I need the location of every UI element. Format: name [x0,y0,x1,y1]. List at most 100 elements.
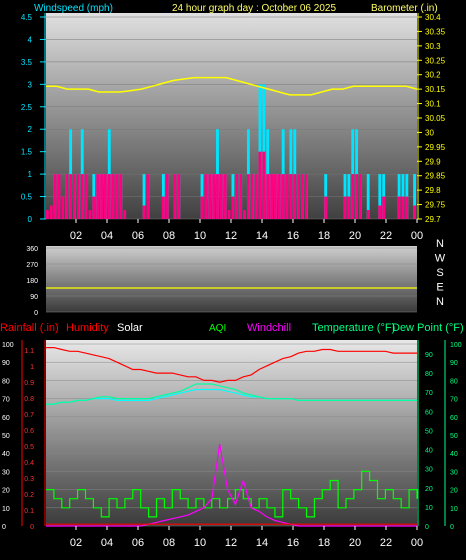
dewpoint-tick-label: 0 [450,524,454,531]
x-tick-label: 06 [132,537,144,549]
gust-bar [46,210,49,219]
dewpoint-tick-label: 90 [450,360,458,367]
legend-solar: Solar [117,322,143,334]
wind-tick-label: 1 [28,170,33,179]
windspeed-bar [262,84,266,219]
rainfall-pct-tick-label: 100 [2,342,14,349]
rainfall-pct-tick-label: 80 [2,378,10,385]
rainfall-tick-label: 0.9 [24,380,34,387]
x-tick-label: 08 [163,230,175,242]
compass-label: S [436,267,443,279]
legend-dewpoint: Dew Point (°F) [392,322,464,334]
temperature-tick-label: 0 [425,524,429,531]
gust-bar [324,196,328,219]
gust-bar [293,174,297,219]
gust-bar [111,174,115,219]
windspeed-axis-label: Windspeed (mph) [34,3,113,14]
legend-aqi: AQI [209,323,226,334]
windspeed-bar [366,174,370,219]
compass-label: N [436,238,444,250]
gust-bar [173,174,177,219]
barometer-tick-label: 30.25 [425,56,446,65]
temperature-tick-label: 50 [425,428,433,435]
rainfall-pct-tick-label: 0 [2,524,6,531]
gust-bar [239,174,243,219]
wind-tick-label: 4.5 [21,13,33,22]
gust-bar [84,174,88,219]
wind-tick-label: 4 [28,35,33,44]
gust-bar [96,174,100,219]
wind-tick-label: 3.5 [21,58,33,67]
dewpoint-tick-label: 20 [450,488,458,495]
dewpoint-tick-label: 10 [450,506,458,513]
gust-bar [277,174,281,219]
temperature-tick-label: 20 [425,486,433,493]
windspeed-bar [258,84,262,219]
chart-title: 24 hour graph day : October 06 2025 [172,3,336,14]
x-tick-label: 12 [225,230,237,242]
rainfall-pct-tick-label: 40 [2,451,10,458]
gust-bar [223,174,227,219]
wind-tick-label: 3 [28,80,33,89]
x-tick-label: 00 [411,537,423,549]
dewpoint-tick-label: 60 [450,415,458,422]
temperature-tick-label: 40 [425,448,433,455]
aqi-line [46,470,418,518]
barometer-tick-label: 29.7 [425,215,441,224]
wind-tick-label: 2 [28,125,33,134]
dewpoint-line [46,383,417,405]
rainfall-pct-tick-label: 70 [2,397,10,404]
gust-bar [76,174,80,219]
gust-bar [243,210,246,219]
gust-bar [119,174,123,219]
rainfall-tick-label: 0.6 [24,428,34,435]
gust-bar [347,196,351,219]
windspeed-bar [413,174,416,219]
gust-bar [262,151,266,219]
temperature-tick-label: 60 [425,409,433,416]
gust-bar [219,174,223,219]
barometer-tick-label: 30.2 [425,71,441,80]
gust-bar [80,174,84,219]
gust-bar [49,205,53,219]
x-tick-label: 12 [225,537,237,549]
legend-humidity: Humidity [66,322,109,334]
humidity-line [46,347,417,383]
direction-tick-label: 270 [26,262,38,269]
gust-bar [297,174,301,219]
compass-label: W [435,253,446,265]
gust-bar [53,174,57,219]
windspeed-bar [142,174,146,219]
gust-bar [100,174,103,219]
gust-bar [359,174,362,219]
gust-bar [274,174,277,219]
legend-temperature: Temperature (°F) [312,322,395,334]
rainfall-pct-tick-label: 20 [2,488,10,495]
dewpoint-tick-label: 70 [450,397,458,404]
rainfall-tick-label: 0 [30,524,34,531]
gust-bar [270,174,274,219]
gust-bar [281,174,285,219]
x-tick-label: 14 [256,537,268,549]
gust-bar [177,174,181,219]
legend-windchill: Windchill [247,322,291,334]
gust-bar [351,174,355,219]
barometer-tick-label: 30.3 [425,42,441,51]
x-tick-label: 10 [194,230,206,242]
barometer-tick-label: 30.05 [425,114,446,123]
gust-bar [200,196,204,219]
rainfall-tick-label: 0.3 [24,476,34,483]
x-tick-label: 06 [132,230,144,242]
barometer-tick-label: 29.95 [425,143,446,152]
gust-bar [254,174,258,219]
gust-bar [258,151,262,219]
gust-bar [378,205,382,219]
rainfall-tick-label: 0.4 [24,460,34,467]
temperature-tick-label: 30 [425,467,433,474]
gust-bar [208,174,212,219]
dewpoint-tick-label: 50 [450,433,458,440]
dewpoint-tick-label: 40 [450,451,458,458]
gust-bar [343,196,347,219]
wind-tick-label: 1.5 [21,148,33,157]
